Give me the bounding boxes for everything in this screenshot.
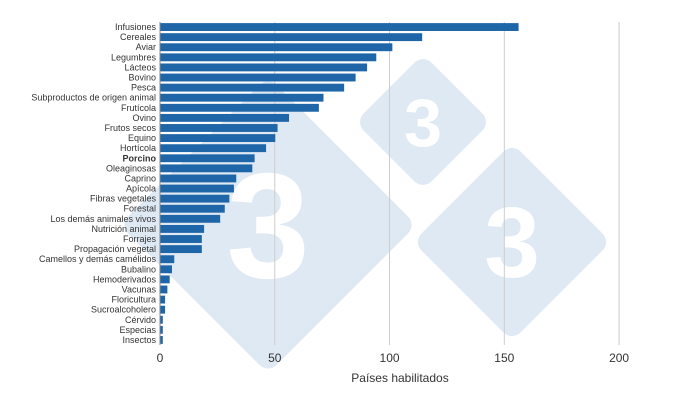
- category-label: Aviar: [136, 42, 156, 52]
- bar: [160, 43, 393, 52]
- bar: [160, 285, 168, 294]
- watermark-diamond: 3: [360, 59, 486, 185]
- category-label: Pesca: [131, 83, 156, 93]
- bar: [160, 144, 267, 153]
- bar: [160, 315, 163, 324]
- watermark: 333: [124, 59, 607, 369]
- x-tick-label: 0: [157, 351, 164, 365]
- bar: [160, 154, 255, 163]
- category-label: Hortícola: [120, 143, 156, 153]
- bar: [160, 255, 175, 264]
- category-label: Ovino: [132, 113, 156, 123]
- category-label: Bovino: [128, 73, 156, 83]
- category-label: Hemoderivados: [93, 274, 157, 284]
- category-label: Propagación vegetal: [74, 244, 156, 254]
- bar: [160, 23, 519, 31]
- category-label: Bubalino: [121, 264, 156, 274]
- watermark-logo-text: 3: [484, 187, 540, 299]
- x-tick-label: 200: [609, 351, 629, 365]
- watermark-diamond-shape: [360, 59, 486, 185]
- category-label: Floricultura: [111, 295, 156, 305]
- bar: [160, 275, 170, 284]
- bar: [160, 325, 163, 334]
- category-label: Caprino: [124, 173, 156, 183]
- bar: [160, 73, 356, 82]
- bar: [160, 184, 234, 193]
- category-label: Cereales: [120, 32, 157, 42]
- watermark-logo-text: 3: [404, 85, 442, 161]
- x-tick-label: 150: [494, 351, 514, 365]
- x-tick-label: 50: [268, 351, 282, 365]
- category-label: Nutrición animal: [91, 224, 156, 234]
- bar: [160, 224, 205, 233]
- bar: [160, 53, 377, 62]
- bar: [160, 305, 166, 314]
- category-label: Especias: [119, 325, 156, 335]
- bar: [160, 204, 225, 213]
- category-label: Cérvido: [125, 315, 156, 325]
- category-label: Equino: [128, 133, 156, 143]
- category-label: Sucroalcoholero: [91, 305, 156, 315]
- bar: [160, 245, 202, 254]
- category-label: Legumbres: [111, 52, 157, 62]
- x-axis-ticks: 0 50 100 150 200: [157, 351, 630, 365]
- bar: [160, 194, 230, 203]
- bar: [160, 93, 324, 102]
- watermark-diamond: 3: [124, 81, 412, 369]
- category-label: Frutos secos: [104, 123, 156, 133]
- category-label: Porcino: [122, 153, 156, 163]
- bar: [160, 265, 172, 274]
- watermark-diamond: 3: [417, 147, 607, 337]
- category-label: Insectos: [122, 335, 156, 345]
- grid-lines: [159, 22, 620, 345]
- bars: [160, 23, 519, 344]
- category-label: Camellos y demás camélidos: [39, 254, 157, 264]
- category-label: Forrajes: [123, 234, 157, 244]
- bar: [160, 164, 253, 173]
- watermark-diamond-shape: [417, 147, 607, 337]
- category-label: Los demás animales vivos: [50, 214, 156, 224]
- bar: [160, 103, 319, 112]
- category-label: Fibras vegetales: [90, 194, 157, 204]
- watermark-diamond-shape: [124, 81, 412, 369]
- bar: [160, 214, 221, 223]
- x-tick-label: 100: [380, 351, 400, 365]
- bar: [160, 174, 237, 183]
- bar: [160, 33, 423, 42]
- category-label: Apícola: [126, 184, 156, 194]
- category-label: Subproductos de origen animal: [31, 93, 156, 103]
- category-label: Lácteos: [124, 62, 156, 72]
- bar: [160, 295, 166, 304]
- bar: [160, 63, 368, 72]
- bar: [160, 235, 202, 243]
- category-label: Oleaginosas: [106, 163, 157, 173]
- category-label: Vacunas: [122, 284, 157, 294]
- bar: [160, 83, 345, 92]
- bar: [160, 124, 278, 132]
- category-label: Forestal: [123, 204, 156, 214]
- bar: [160, 134, 276, 143]
- bar: [160, 113, 290, 122]
- x-axis-label: Países habilitados: [351, 371, 448, 385]
- category-labels: InfusionesCerealesAviarLegumbresLácteosB…: [31, 22, 156, 345]
- bar: [160, 336, 163, 344]
- category-label: Infusiones: [115, 22, 157, 32]
- category-label: Frutícola: [121, 103, 156, 113]
